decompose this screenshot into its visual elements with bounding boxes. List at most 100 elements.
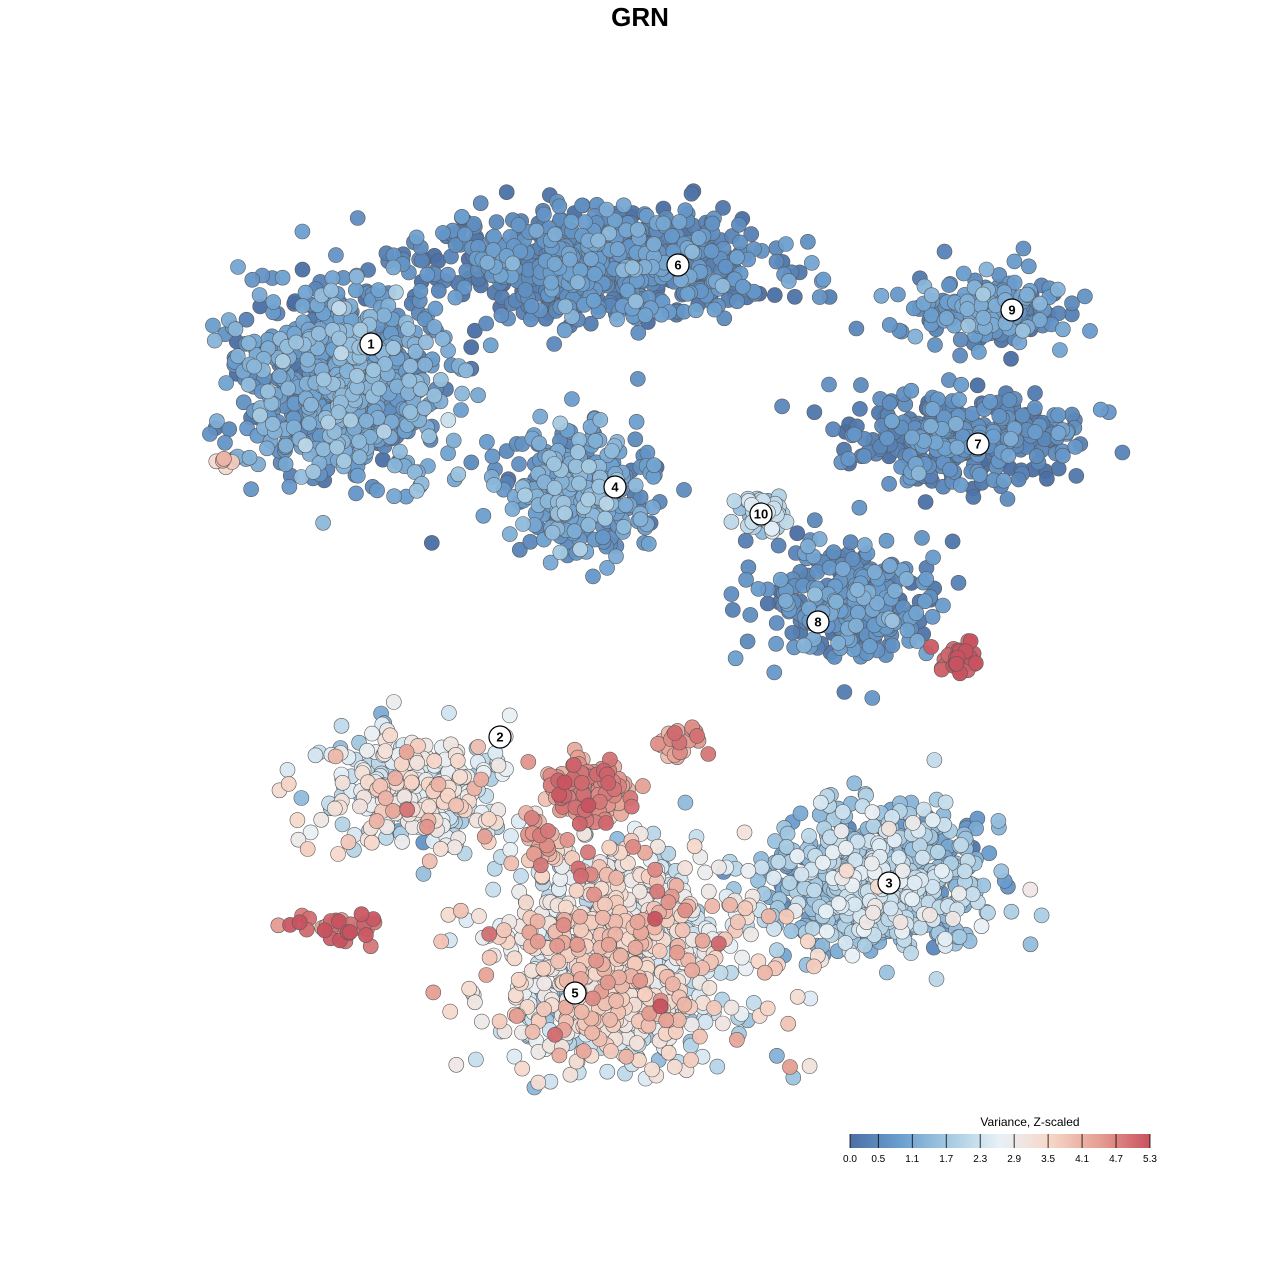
data-point (369, 482, 385, 499)
data-point (583, 251, 599, 268)
data-point (382, 727, 398, 744)
data-point (942, 461, 958, 478)
data-point (914, 530, 930, 546)
data-point (618, 1048, 635, 1065)
data-point (627, 293, 644, 310)
data-point (461, 980, 478, 997)
data-point (800, 538, 816, 555)
data-point (697, 864, 714, 881)
data-point (881, 317, 898, 333)
data-point (598, 495, 615, 512)
data-point (386, 457, 403, 474)
data-point (981, 845, 998, 862)
data-point (501, 707, 518, 724)
data-point (760, 908, 777, 925)
data-point (433, 933, 450, 950)
data-point (937, 931, 954, 947)
data-point (594, 909, 611, 926)
data-point (294, 261, 311, 278)
data-point (759, 595, 776, 612)
data-point (1055, 321, 1071, 338)
data-point (430, 282, 447, 299)
data-point (801, 1058, 818, 1074)
data-point (948, 416, 964, 432)
data-point (688, 302, 704, 319)
data-point (281, 478, 298, 495)
data-point (853, 377, 869, 393)
data-point (709, 1058, 726, 1075)
data-point (806, 958, 822, 975)
data-point (597, 510, 614, 527)
data-point (873, 287, 890, 304)
data-point (421, 428, 437, 445)
data-point (743, 926, 759, 943)
data-point (243, 481, 259, 498)
data-point (694, 932, 711, 949)
data-point (241, 449, 258, 466)
data-point (928, 971, 945, 987)
data-point (737, 900, 754, 917)
data-point (828, 593, 845, 610)
data-point (949, 439, 966, 456)
data-point (1022, 881, 1039, 898)
data-point (777, 592, 794, 609)
data-point (574, 197, 590, 214)
data-point (789, 988, 806, 1005)
data-point (289, 812, 306, 828)
data-point (458, 362, 474, 379)
data-point (723, 513, 740, 530)
data-point (468, 1051, 484, 1068)
data-point (376, 423, 392, 440)
data-point (347, 282, 364, 299)
data-point (334, 774, 351, 791)
data-point (473, 1013, 490, 1030)
data-point (952, 477, 969, 493)
data-point (637, 307, 654, 324)
data-point (513, 868, 529, 884)
data-point (330, 846, 346, 862)
data-point (692, 1028, 708, 1045)
data-point (768, 635, 784, 652)
data-point (402, 358, 419, 374)
data-point (812, 794, 829, 811)
data-point (955, 265, 972, 282)
data-point (441, 705, 457, 721)
data-point (615, 197, 632, 214)
data-point (990, 813, 1007, 829)
data-point (978, 261, 995, 278)
data-point (307, 747, 324, 764)
data-point (1003, 350, 1019, 367)
data-point (517, 487, 533, 504)
data-point (400, 321, 416, 337)
data-point (501, 526, 518, 542)
data-point (604, 443, 620, 459)
data-point (466, 322, 483, 339)
data-point (569, 274, 586, 291)
data-point (562, 1066, 579, 1083)
data-point (370, 282, 387, 298)
data-point (331, 300, 347, 317)
data-point (552, 544, 569, 561)
data-point (563, 214, 580, 230)
data-point (278, 437, 294, 454)
data-point (806, 404, 823, 421)
data-point (1064, 295, 1080, 312)
data-point (792, 805, 809, 822)
data-point (740, 862, 757, 879)
data-point (450, 466, 467, 483)
data-point (938, 310, 955, 326)
data-point (852, 401, 868, 417)
data-point (769, 1048, 785, 1064)
data-point (628, 413, 645, 430)
data-point (288, 334, 305, 351)
data-point (403, 774, 420, 791)
data-point (927, 337, 943, 353)
points-layer (202, 183, 1131, 1096)
data-point (745, 995, 762, 1011)
data-point (658, 1012, 675, 1029)
data-point (320, 414, 337, 431)
data-point (575, 1043, 592, 1059)
data-point (917, 494, 934, 510)
data-point (646, 236, 662, 252)
data-point (738, 571, 754, 588)
